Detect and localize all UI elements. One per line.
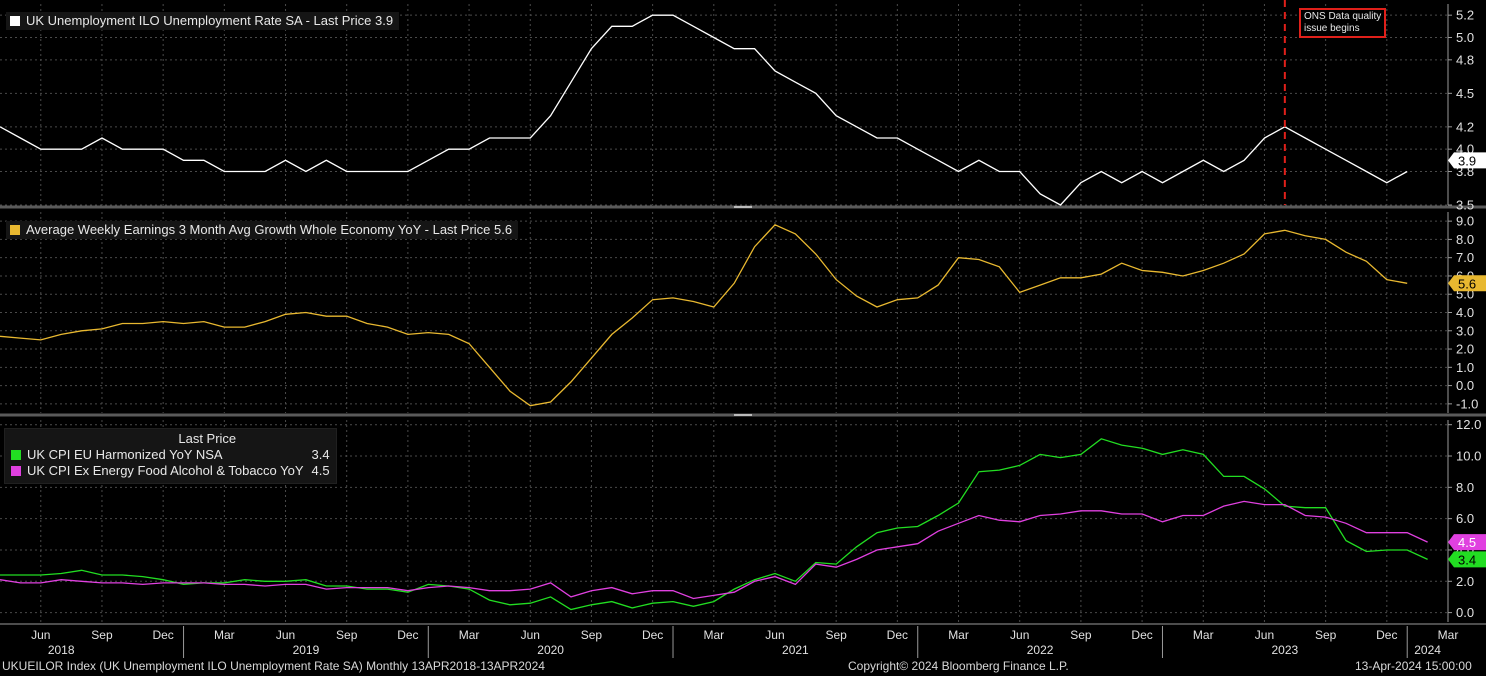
x-tick-label-year: 2021 (782, 643, 809, 657)
y-tick-label: 7.0 (1456, 250, 1474, 265)
y-tick-label: 9.0 (1456, 214, 1474, 229)
footer-copyright: Copyright© 2024 Bloomberg Finance L.P. (848, 659, 1069, 673)
legend-unemployment: UK Unemployment ILO Unemployment Rate SA… (6, 12, 400, 30)
y-tick-label: 12.0 (1456, 417, 1481, 432)
x-tick-label-month: Jun (1010, 628, 1029, 642)
annotation-line-1: ONS Data quality (1304, 11, 1382, 22)
x-tick-label-month: Mar (459, 628, 480, 642)
x-tick-label-month: Jun (31, 628, 50, 642)
x-tick-label-month: Sep (825, 628, 847, 642)
x-tick-label-month: Jun (1255, 628, 1274, 642)
y-tick-label: 2.0 (1456, 574, 1474, 589)
last-price-cpi-core-tag-label: 4.5 (1458, 535, 1476, 550)
legend-cpi: Last Price UK CPI EU Harmonized YoY NSA 3… (4, 428, 337, 484)
last-price-unemployment-tag (1448, 152, 1486, 169)
x-tick-label-month: Dec (397, 628, 418, 642)
y-tick-label: 4.2 (1456, 119, 1474, 134)
legend-header: Last Price (178, 431, 237, 446)
legend-cpi-hicp-value: 3.4 (311, 447, 330, 462)
x-tick-label-year: 2020 (537, 643, 564, 657)
x-tick-label-month: Sep (581, 628, 603, 642)
y-tick-label: 0.0 (1456, 378, 1474, 393)
y-tick-label: 3.5 (1456, 198, 1474, 213)
x-tick-label-month: Sep (1315, 628, 1337, 642)
y-tick-label: -1.0 (1456, 396, 1478, 411)
y-tick-label: 4.0 (1456, 305, 1474, 320)
series-line-0-0 (0, 14, 1408, 206)
x-tick-label-year: 2019 (293, 643, 320, 657)
legend-swatch-white (10, 16, 20, 26)
annotation-line-2: issue begins (1304, 23, 1360, 34)
x-tick-label-month: Mar (1193, 628, 1214, 642)
last-price-earnings-tag (1448, 275, 1486, 292)
legend-earnings-text: Average Weekly Earnings 3 Month Avg Grow… (26, 222, 513, 237)
x-tick-label-month: Mar (1438, 628, 1459, 642)
footer-security-info: UKUEILOR Index (UK Unemployment ILO Unem… (2, 659, 545, 673)
x-tick-label-month: Mar (703, 628, 724, 642)
series-line-2-0 (0, 438, 1428, 611)
legend-cpi-core-name: UK CPI Ex Energy Food Alcohol & Tobacco … (27, 463, 304, 478)
footer-timestamp: 13-Apr-2024 15:00:00 (1355, 659, 1472, 673)
y-tick-label: 1.0 (1456, 360, 1474, 375)
y-tick-label: 10.0 (1456, 449, 1481, 464)
legend-swatch-gold (10, 225, 20, 235)
y-tick-label: 8.0 (1456, 232, 1474, 247)
x-tick-label-month: Jun (765, 628, 784, 642)
x-tick-label-year: 2018 (48, 643, 75, 657)
legend-cpi-hicp-name: UK CPI EU Harmonized YoY NSA (27, 447, 223, 462)
x-tick-label-year: 2023 (1271, 643, 1298, 657)
legend-swatch-green (11, 450, 21, 460)
x-tick-label-month: Mar (948, 628, 969, 642)
y-tick-label: 4.5 (1456, 86, 1474, 101)
y-tick-label: 3.0 (1456, 323, 1474, 338)
last-price-unemployment-tag-label: 3.9 (1458, 153, 1476, 168)
series-line-2-1 (0, 500, 1428, 600)
y-tick-label: 5.2 (1456, 8, 1474, 23)
x-tick-label-month: Dec (887, 628, 908, 642)
annotation-box: ONS Data quality issue begins (1299, 8, 1387, 38)
x-tick-label-year: 2022 (1027, 643, 1054, 657)
y-tick-label: 0.0 (1456, 605, 1474, 620)
y-tick-label: 6.0 (1456, 511, 1474, 526)
x-tick-label-month: Jun (276, 628, 295, 642)
x-tick-label-month: Jun (521, 628, 540, 642)
y-tick-label: 4.8 (1456, 52, 1474, 67)
x-tick-label-month: Sep (336, 628, 358, 642)
x-tick-label-month: Dec (642, 628, 663, 642)
legend-swatch-magenta (11, 466, 21, 476)
x-tick-label-month: Dec (1131, 628, 1152, 642)
y-tick-label: 8.0 (1456, 480, 1474, 495)
last-price-cpi-core-tag (1448, 534, 1486, 551)
legend-cpi-core-value: 4.5 (311, 463, 330, 478)
last-price-cpi-hicp-tag-label: 3.4 (1458, 552, 1476, 567)
x-tick-label-year: 2024 (1414, 643, 1441, 657)
x-tick-label-month: Sep (91, 628, 113, 642)
x-tick-label-month: Sep (1070, 628, 1092, 642)
legend-earnings: Average Weekly Earnings 3 Month Avg Grow… (6, 221, 519, 239)
x-tick-label-month: Mar (214, 628, 235, 642)
series-line-1-0 (0, 224, 1408, 407)
y-tick-label: 5.0 (1456, 30, 1474, 45)
x-tick-label-month: Dec (152, 628, 173, 642)
y-tick-label: 2.0 (1456, 342, 1474, 357)
last-price-earnings-tag-label: 5.6 (1458, 276, 1476, 291)
x-tick-label-month: Dec (1376, 628, 1397, 642)
last-price-cpi-hicp-tag (1448, 551, 1486, 568)
legend-unemployment-text: UK Unemployment ILO Unemployment Rate SA… (26, 13, 394, 28)
